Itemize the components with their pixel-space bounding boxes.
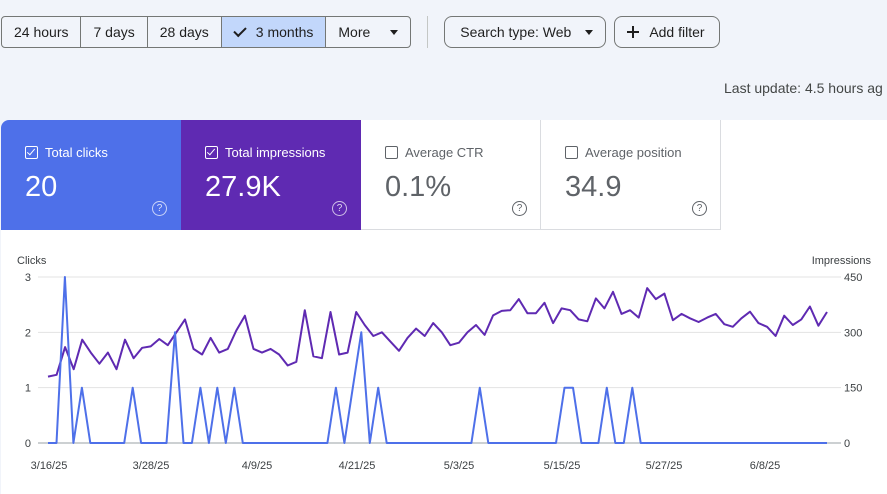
range-24-hours-button[interactable]: 24 hours bbox=[2, 17, 82, 47]
metric-label: Total clicks bbox=[45, 145, 108, 160]
range-label: 28 days bbox=[159, 24, 209, 40]
search-type-dropdown[interactable]: Search type: Web bbox=[444, 16, 607, 48]
total-clicks-tile[interactable]: Total clicks 20 ? bbox=[1, 120, 181, 230]
x-tick-label: 3/16/25 bbox=[31, 460, 68, 472]
left-tick-label: 0 bbox=[25, 438, 31, 450]
metric-value: 27.9K bbox=[205, 171, 281, 203]
right-tick-label: 300 bbox=[844, 327, 862, 339]
metric-label: Total impressions bbox=[225, 145, 326, 160]
total-impressions-tile[interactable]: Total impressions 27.9K ? bbox=[181, 120, 361, 230]
x-tick-label: 5/3/25 bbox=[444, 460, 475, 472]
average-ctr-tile[interactable]: Average CTR 0.1% ? bbox=[361, 120, 541, 230]
range-7-days-button[interactable]: 7 days bbox=[81, 17, 148, 47]
range-28-days-button[interactable]: 28 days bbox=[148, 17, 222, 47]
left-tick-label: 1 bbox=[25, 383, 31, 395]
performance-card: Total clicks 20 ? Total impressions 27.9… bbox=[1, 120, 887, 494]
chevron-down-icon bbox=[390, 29, 399, 35]
right-tick-label: 0 bbox=[844, 438, 850, 450]
chart-grid bbox=[38, 276, 841, 444]
help-icon[interactable]: ? bbox=[692, 201, 707, 216]
x-axis-labels: 3/16/25 3/28/25 4/9/25 4/21/25 5/3/25 5/15/25… bbox=[31, 460, 781, 472]
chevron-down-icon bbox=[585, 29, 594, 35]
left-axis-title: Clicks bbox=[17, 255, 47, 267]
left-tick-label: 2 bbox=[25, 327, 31, 339]
plus-icon bbox=[627, 26, 640, 38]
search-type-label: Search type: Web bbox=[460, 24, 572, 40]
check-icon bbox=[233, 23, 247, 37]
chart-axes: 3 450 2 300 1 150 0 0 Clicks Impressions bbox=[17, 255, 872, 450]
metric-tiles: Total clicks 20 ? Total impressions 27.9… bbox=[1, 120, 887, 230]
right-tick-label: 150 bbox=[844, 383, 862, 395]
checkbox-unchecked-icon[interactable] bbox=[385, 146, 398, 159]
right-tick-label: 450 bbox=[844, 272, 862, 284]
clicks-series-line bbox=[48, 276, 827, 444]
x-tick-label: 5/27/25 bbox=[646, 460, 683, 472]
range-label: More bbox=[338, 24, 371, 40]
x-tick-label: 5/15/25 bbox=[544, 460, 581, 472]
impressions-series-line bbox=[47, 287, 828, 378]
metric-value: 0.1% bbox=[385, 171, 452, 203]
x-tick-label: 3/28/25 bbox=[133, 460, 170, 472]
x-tick-label: 4/9/25 bbox=[242, 460, 273, 472]
checkbox-checked-icon[interactable] bbox=[205, 146, 218, 159]
last-update-text: Last update: 4.5 hours ag bbox=[724, 80, 883, 96]
date-range-selector: 24 hours 7 days 28 days 3 months More bbox=[1, 16, 412, 48]
help-icon[interactable]: ? bbox=[332, 201, 347, 216]
metric-value: 20 bbox=[25, 171, 58, 203]
checkbox-checked-icon[interactable] bbox=[25, 146, 38, 159]
chart-series bbox=[47, 276, 828, 444]
metric-label: Average CTR bbox=[405, 145, 484, 160]
average-position-tile[interactable]: Average position 34.9 ? bbox=[541, 120, 721, 230]
filter-bar: 24 hours 7 days 28 days 3 months More Se… bbox=[1, 16, 720, 48]
metric-label: Average position bbox=[585, 145, 682, 160]
metric-value: 34.9 bbox=[565, 171, 622, 203]
x-tick-label: 6/8/25 bbox=[750, 460, 781, 472]
divider bbox=[427, 16, 429, 48]
right-axis-title: Impressions bbox=[812, 255, 872, 267]
add-filter-button[interactable]: Add filter bbox=[614, 16, 720, 48]
range-label: 7 days bbox=[93, 24, 135, 40]
checkbox-unchecked-icon[interactable] bbox=[565, 146, 578, 159]
help-icon[interactable]: ? bbox=[152, 201, 167, 216]
range-3-months-button[interactable]: 3 months bbox=[221, 17, 327, 47]
range-more-button[interactable]: More bbox=[326, 17, 410, 47]
x-tick-label: 4/21/25 bbox=[339, 460, 376, 472]
range-label: 24 hours bbox=[14, 24, 69, 40]
left-tick-label: 3 bbox=[25, 272, 31, 284]
help-icon[interactable]: ? bbox=[512, 201, 527, 216]
range-label: 3 months bbox=[255, 24, 314, 40]
add-filter-label: Add filter bbox=[649, 24, 705, 40]
